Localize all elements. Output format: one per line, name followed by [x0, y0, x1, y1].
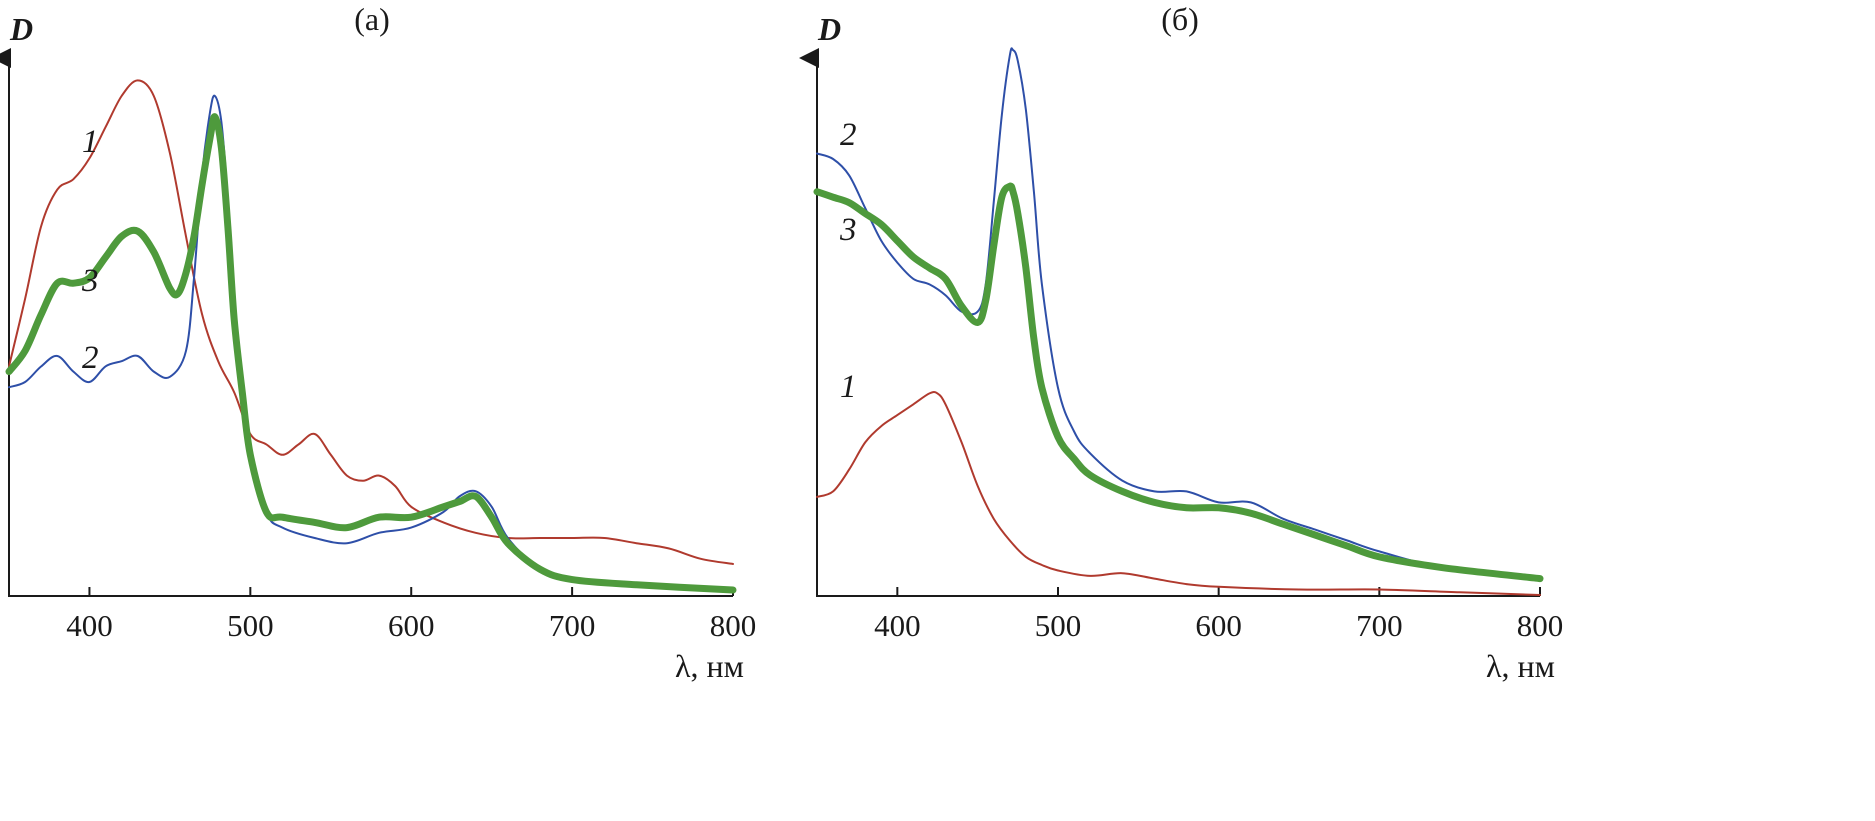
panel-b-y-axis-label: D — [817, 11, 841, 47]
panel-b-curve-label-2: 2 — [840, 117, 857, 153]
panel-b-curve-label-1: 1 — [840, 369, 857, 405]
panel-b-x-axis-label: λ, нм — [1486, 648, 1555, 684]
panel-a-series-group — [5, 79, 737, 594]
x-tick-label-700: 700 — [549, 608, 596, 643]
x-tick-label-500: 500 — [1035, 608, 1082, 643]
panel-b-x-ticks: 400 500 600 700 800 — [874, 587, 1563, 643]
panel-b-curve-labels: 2 3 1 — [839, 117, 857, 405]
panel-a-x-axis-label: λ, нм — [675, 648, 744, 684]
panel-b-series-line-2 — [816, 47, 1541, 580]
panel-b-curve-label-3: 3 — [839, 212, 857, 248]
x-tick-label-700: 700 — [1356, 608, 1403, 643]
panel-a-series-line-1 — [8, 79, 734, 565]
panel-a-curve-labels: 1 3 2 — [81, 124, 99, 376]
x-tick-label-600: 600 — [1195, 608, 1242, 643]
panel-a-curve-label-1: 1 — [82, 124, 99, 160]
panel-b-series-line-1 — [816, 390, 1541, 596]
panel-a-curve-label-2: 2 — [82, 340, 99, 376]
x-tick-label-500: 500 — [227, 608, 274, 643]
x-tick-label-400: 400 — [66, 608, 113, 643]
panel-b-title: (б) — [1161, 1, 1199, 37]
panel-a-title: (а) — [354, 1, 390, 37]
panel-a-y-axis-label: D — [9, 11, 33, 47]
x-tick-label-600: 600 — [388, 608, 435, 643]
x-tick-label-800: 800 — [710, 608, 757, 643]
panel-a-curve-label-3: 3 — [81, 263, 99, 299]
panel-b-series-line-3 — [813, 182, 1544, 583]
panel-a-x-ticks: 400 500 600 700 800 — [66, 587, 756, 643]
x-tick-label-800: 800 — [1517, 608, 1564, 643]
panel-a: (а) D 400 500 600 700 800 λ, нм 1 3 2 — [0, 1, 756, 684]
x-tick-label-400: 400 — [874, 608, 921, 643]
panel-a-series-line-3 — [5, 113, 737, 594]
panel-b-series-group — [813, 47, 1544, 596]
panel-b: (б) D 400 500 600 700 800 λ, нм 2 3 1 — [799, 1, 1563, 684]
